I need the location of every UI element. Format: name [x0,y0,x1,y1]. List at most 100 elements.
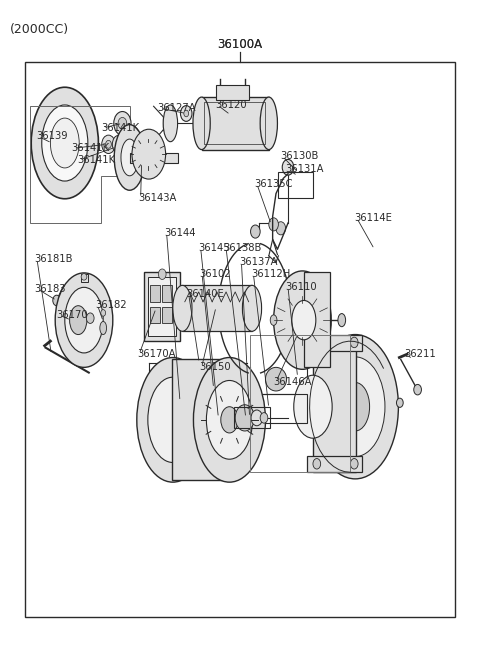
Ellipse shape [55,273,113,367]
Text: 36110: 36110 [286,282,317,293]
Text: 36141K: 36141K [71,143,109,154]
Bar [162,307,172,323]
Ellipse shape [235,405,254,431]
Text: 36144: 36144 [164,228,196,238]
Bar [150,285,160,302]
Ellipse shape [269,218,278,231]
Text: 36141K: 36141K [77,155,115,165]
Bar [278,172,313,198]
Ellipse shape [414,384,421,395]
Ellipse shape [221,407,238,433]
Ellipse shape [118,117,127,129]
Ellipse shape [81,274,87,280]
Text: 36170A: 36170A [137,349,175,359]
Ellipse shape [260,413,268,423]
Bar [247,394,307,423]
Bar [148,277,176,336]
Ellipse shape [206,380,252,459]
Text: 36100A: 36100A [217,38,263,51]
Ellipse shape [180,106,192,121]
Ellipse shape [193,97,210,150]
Ellipse shape [31,87,98,199]
Bar [162,285,172,302]
Ellipse shape [121,139,138,176]
Text: 36139: 36139 [36,131,68,142]
Text: 36181B: 36181B [35,254,73,264]
Ellipse shape [193,358,265,482]
Text: 36183: 36183 [35,283,66,294]
Ellipse shape [184,110,189,117]
Ellipse shape [276,222,286,235]
Ellipse shape [338,314,346,327]
Bar [150,307,160,323]
Ellipse shape [114,112,131,135]
Ellipse shape [251,410,263,426]
Bar [234,407,270,428]
Ellipse shape [313,337,321,348]
Text: 36137A: 36137A [239,257,277,268]
Text: 36143A: 36143A [138,193,177,203]
Ellipse shape [112,135,126,154]
Text: 36138B: 36138B [224,243,262,253]
Ellipse shape [265,367,287,391]
Text: 36130B: 36130B [280,151,318,161]
Bar [130,153,178,163]
Text: 36150: 36150 [199,362,231,373]
Text: 36182: 36182 [95,300,127,310]
Bar [250,335,350,472]
Ellipse shape [312,335,398,479]
Ellipse shape [158,269,166,279]
Bar [307,335,362,351]
Bar [304,272,330,367]
Text: 36127A: 36127A [157,103,196,113]
Text: 36131A: 36131A [286,164,324,174]
Ellipse shape [251,225,260,238]
Bar [202,97,269,150]
Bar [182,285,252,331]
Ellipse shape [102,135,115,154]
Text: 36211: 36211 [405,349,436,359]
Ellipse shape [65,287,103,353]
Ellipse shape [114,125,145,190]
Ellipse shape [100,321,107,335]
Ellipse shape [86,313,94,323]
Ellipse shape [42,105,88,181]
Bar [25,62,455,617]
Text: 36120: 36120 [215,100,247,110]
Ellipse shape [148,377,198,462]
Ellipse shape [350,337,358,348]
Ellipse shape [282,159,294,175]
Ellipse shape [132,129,166,179]
Ellipse shape [350,459,358,469]
Text: 36141K: 36141K [101,123,139,133]
Ellipse shape [163,105,178,142]
Ellipse shape [70,306,87,335]
Ellipse shape [106,140,111,148]
Ellipse shape [137,358,209,482]
Ellipse shape [325,357,385,457]
Text: 36170: 36170 [57,310,88,320]
Bar [313,341,356,472]
Bar [204,102,265,144]
Bar [216,85,249,100]
Text: 36112H: 36112H [251,269,290,279]
Bar [81,274,88,282]
Text: 36140E: 36140E [186,289,224,299]
Ellipse shape [101,310,106,316]
Text: 36114E: 36114E [354,213,392,223]
Ellipse shape [173,285,192,331]
Text: 36135C: 36135C [254,178,293,189]
Ellipse shape [260,97,277,150]
Ellipse shape [116,140,122,148]
Bar [144,272,180,341]
Ellipse shape [396,398,403,407]
Text: 36102: 36102 [200,269,231,279]
Ellipse shape [53,295,60,306]
Bar [307,456,362,472]
Ellipse shape [274,271,331,369]
Text: 36100A: 36100A [217,38,263,51]
Ellipse shape [292,300,316,340]
Ellipse shape [341,382,370,431]
Text: (2000CC): (2000CC) [10,23,69,36]
Text: 36146A: 36146A [274,377,312,387]
